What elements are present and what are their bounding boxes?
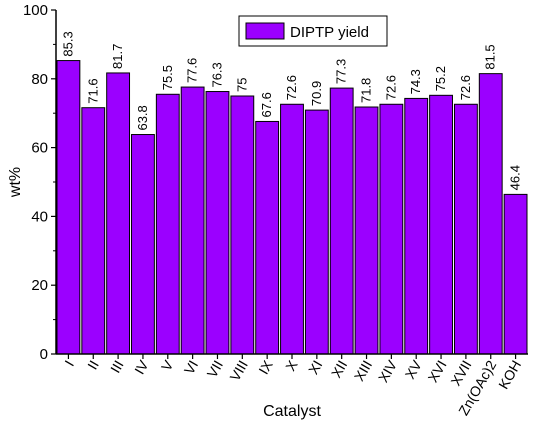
x-tick-label-16: XVI [425, 358, 450, 386]
bar-14 [379, 103, 404, 355]
x-tick-label-14: XIV [375, 357, 400, 385]
bar-5 [155, 93, 180, 355]
x-tick-label-3: III [107, 358, 127, 376]
bars-group [56, 60, 528, 355]
legend-swatch [245, 22, 285, 40]
data-label-19: 46.4 [508, 165, 523, 190]
data-label-15: 74.3 [408, 69, 423, 94]
bar-3 [106, 72, 131, 355]
y-tick-label-100: 100 [23, 2, 48, 19]
y-ticks-group: 0 20 40 60 80 100 [23, 2, 56, 363]
bar-6 [180, 86, 205, 355]
bar-12 [329, 87, 354, 355]
bar-2 [81, 107, 106, 355]
bar-1 [56, 60, 81, 355]
data-label-4: 63.8 [135, 105, 150, 130]
data-label-5: 75.5 [160, 65, 175, 90]
x-tick-label-15: XV [402, 357, 426, 382]
data-label-7: 76.3 [209, 62, 224, 87]
x-tick-label-1: I [61, 358, 77, 369]
bar-8 [230, 95, 255, 355]
x-tick-label-13: XIII [351, 358, 375, 384]
x-axis-title: Catalyst [263, 403, 321, 420]
y-tick-label-80: 80 [31, 71, 48, 88]
bar-4 [131, 134, 155, 355]
y-axis-title: wt% [7, 167, 24, 198]
y-tick-label-60: 60 [31, 140, 48, 157]
data-label-6: 77.6 [185, 58, 200, 83]
x-tick-label-11: XI [305, 358, 325, 377]
data-label-14: 72.6 [383, 75, 398, 100]
data-label-18: 81.5 [483, 44, 498, 69]
bar-18 [478, 73, 503, 355]
y-tick-label-40: 40 [31, 208, 48, 225]
bar-15 [404, 97, 429, 355]
data-label-13: 71.8 [359, 78, 374, 103]
data-label-2: 71.6 [85, 78, 100, 103]
x-tick-label-9: IX [255, 357, 276, 377]
data-label-9: 67.6 [259, 92, 274, 117]
data-label-12: 77.3 [334, 59, 349, 84]
bar-13 [354, 106, 379, 355]
bar-19 [503, 193, 528, 355]
x-tick-label-5: V [158, 357, 177, 374]
data-labels-group: 85.3 71.6 81.7 63.8 75.5 77.6 76.3 75 67.6 72.6 70… [60, 31, 522, 190]
data-label-11: 70.9 [309, 81, 324, 106]
bar-10 [280, 103, 304, 355]
y-tick-label-20: 20 [31, 277, 48, 294]
data-label-1: 85.3 [60, 31, 75, 56]
data-label-16: 75.2 [433, 66, 448, 91]
x-tick-label-6: VI [181, 358, 201, 377]
x-tick-label-2: II [84, 358, 102, 373]
bar-11 [304, 109, 329, 355]
data-label-17: 72.6 [458, 75, 473, 100]
data-label-8: 75 [234, 78, 249, 92]
legend-label: DIPTP yield [290, 24, 369, 41]
bar-16 [429, 94, 453, 355]
y-tick-label-0: 0 [40, 346, 48, 363]
data-label-10: 72.6 [284, 75, 299, 100]
x-tick-label-4: IV [131, 357, 152, 377]
x-tick-label-7: VII [204, 358, 226, 381]
data-label-3: 81.7 [110, 44, 125, 69]
bar-9 [255, 120, 280, 355]
bar-17 [453, 103, 478, 355]
x-tick-label-12: XII [328, 358, 350, 381]
bar-7 [205, 91, 230, 355]
x-tick-label-10: X [282, 357, 301, 374]
legend: DIPTP yield [238, 15, 388, 47]
x-tick-label-8: VIII [227, 358, 251, 384]
x-tick-label-19: KOH [495, 358, 524, 392]
